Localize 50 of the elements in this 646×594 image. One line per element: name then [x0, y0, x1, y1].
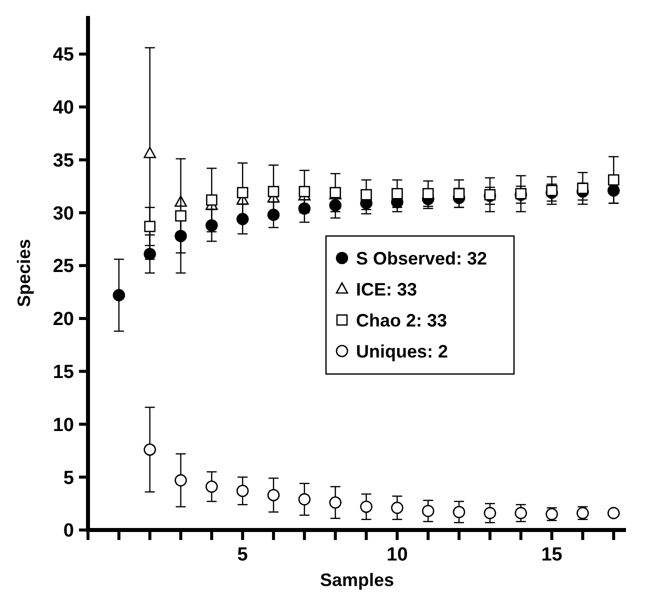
point [546, 184, 558, 196]
y-tick-label: 5 [63, 468, 74, 489]
y-tick-label: 20 [52, 309, 74, 330]
point [144, 220, 156, 232]
x-axis-title: Samples [320, 570, 394, 590]
point [360, 189, 372, 200]
point [144, 146, 156, 158]
point [175, 210, 186, 222]
point [392, 188, 403, 200]
point [391, 502, 404, 514]
y-tick-label: 40 [52, 98, 74, 119]
point [206, 194, 218, 206]
point [329, 199, 342, 212]
point [330, 186, 342, 198]
point [298, 493, 311, 506]
point [608, 174, 620, 186]
point [452, 506, 466, 518]
y-tick-label: 30 [52, 203, 74, 224]
legend-label: Chao 2: 33 [356, 310, 448, 330]
legend-label: S Observed: 32 [356, 248, 488, 268]
point [422, 188, 434, 200]
x-tick-label: 15 [541, 544, 563, 566]
point [577, 182, 588, 194]
y-tick-label: 0 [63, 520, 74, 542]
y-tick-label: 45 [52, 44, 74, 66]
x-tick-label: 10 [386, 544, 408, 566]
point [236, 186, 248, 198]
point [236, 484, 249, 498]
y-tick-label: 35 [52, 150, 74, 172]
point [174, 474, 187, 486]
y-tick-label: 25 [52, 256, 74, 278]
point [112, 289, 126, 302]
point [144, 443, 156, 456]
point [422, 504, 434, 518]
y-tick-label: 15 [52, 362, 74, 384]
point [329, 496, 342, 509]
point [267, 488, 280, 502]
point [607, 506, 620, 520]
point [206, 480, 218, 493]
point [484, 506, 496, 520]
point [360, 500, 372, 513]
legend-label: Uniques: 2 [356, 341, 448, 362]
legend-label: ICE: 33 [356, 279, 418, 300]
point [514, 506, 528, 520]
y-tick-label: 10 [52, 414, 74, 436]
point [453, 188, 465, 200]
point [298, 186, 310, 198]
point [268, 186, 280, 198]
x-tick-label: 5 [237, 544, 248, 566]
y-axis-title: Species [14, 238, 34, 308]
